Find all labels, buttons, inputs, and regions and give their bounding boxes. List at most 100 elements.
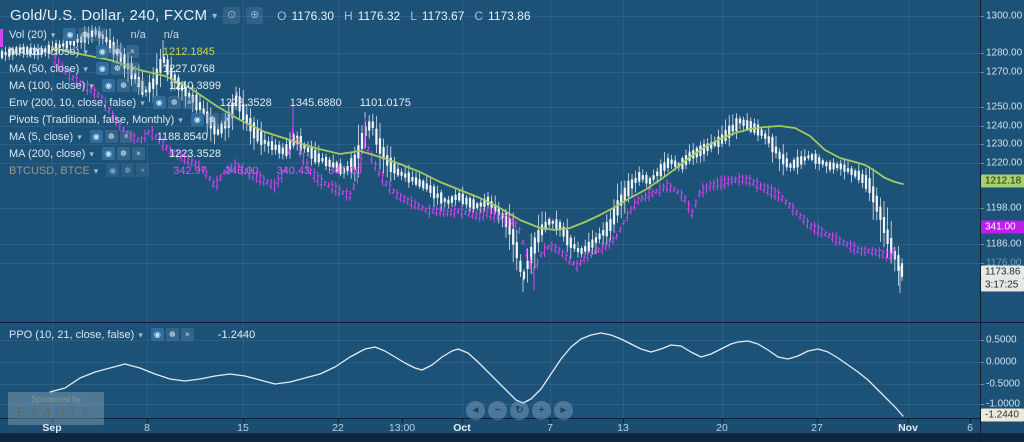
sponsor-logo[interactable]: Sponsored by EXANTE — [8, 392, 104, 425]
chevron-down-icon[interactable]: ▾ — [178, 114, 183, 125]
time-axis-label: 7 — [547, 422, 553, 434]
chevron-down-icon[interactable]: ▾ — [93, 165, 99, 176]
close-icon[interactable]: × — [119, 130, 133, 143]
eye-icon[interactable]: ◉ — [106, 164, 120, 177]
close-icon[interactable]: × — [131, 79, 145, 92]
eye-icon[interactable]: ◉ — [89, 130, 103, 143]
axis-tick-mark — [980, 244, 984, 245]
add-indicator-icon[interactable]: ⊕ — [246, 7, 264, 24]
legend-value: 1223.3528 — [168, 147, 221, 160]
sponsor-tagline: Sponsored by — [31, 395, 81, 404]
eye-icon[interactable]: ◉ — [95, 45, 109, 58]
time-axis-label: 13:00 — [388, 422, 416, 434]
close-icon[interactable]: × — [125, 45, 139, 58]
chevron-down-icon[interactable]: ▾ — [77, 131, 82, 142]
price-axis-badge: 1212.18 — [981, 174, 1024, 188]
legend-row: BTCUSD, BTCE ▾ ◉ ☸ × 342.97 343.00 340.43 341.00 — [9, 162, 411, 179]
legend-icon-group: ◉ ☸ × — [94, 45, 139, 58]
gear-icon[interactable]: ☸ — [104, 130, 118, 143]
eye-icon[interactable]: ◉ — [101, 79, 115, 92]
pane-divider[interactable] — [0, 322, 1024, 323]
scroll-left-button[interactable]: ◄ — [466, 401, 485, 420]
legend-icon-group: ◉ ☸ × — [189, 113, 234, 126]
scroll-right-button[interactable]: ► — [554, 401, 573, 420]
eye-icon[interactable]: ◉ — [152, 96, 166, 109]
legend-row-label[interactable]: BTCUSD, BTCE — [9, 164, 90, 177]
gear-icon[interactable]: ☸ — [78, 28, 92, 41]
time-axis-label: 8 — [144, 422, 150, 434]
gear-icon[interactable]: ☸ — [205, 113, 219, 126]
legend-row-label[interactable]: MA (20, close) — [9, 45, 80, 58]
ppo-value: -1.2440 — [217, 328, 256, 341]
price-axis-label: 1270.00 — [986, 66, 1023, 78]
chevron-down-icon[interactable]: ▾ — [83, 63, 88, 74]
close-icon[interactable]: × — [182, 96, 196, 109]
time-axis-label: Nov — [898, 422, 918, 434]
price-axis-label: 1176.00 — [986, 257, 1022, 269]
close-icon[interactable]: × — [93, 28, 107, 41]
legend-value: n/a — [130, 28, 146, 41]
axis-tick-mark — [980, 208, 984, 209]
eye-icon[interactable]: ◉ — [190, 113, 204, 126]
chart-nav-buttons: ◄ − ↻ + ► — [463, 401, 573, 420]
legend-row-label[interactable]: Env (200, 10, close, false) — [9, 96, 137, 109]
legend-row-label[interactable]: MA (50, close) — [9, 62, 80, 75]
reset-view-button[interactable]: ↻ — [510, 401, 529, 420]
chevron-down-icon[interactable]: ▾ — [138, 329, 143, 340]
price-axis-border — [980, 0, 981, 442]
gear-icon[interactable]: ☸ — [110, 62, 124, 75]
eye-icon[interactable]: ◉ — [95, 62, 109, 75]
legend-row-label[interactable]: Vol (20) — [9, 28, 47, 41]
close-icon[interactable]: × — [136, 164, 150, 177]
chevron-down-icon[interactable]: ▾ — [89, 148, 94, 159]
ppo-label[interactable]: PPO (10, 21, close, false) — [9, 328, 135, 341]
price-axis-label: 1250.00 — [986, 101, 1023, 113]
time-axis-tick — [462, 418, 463, 423]
eye-icon[interactable]: ◉ — [101, 147, 115, 160]
legend-row: MA (50, close) ▾ ◉ ☸ × 1227.0768 — [9, 60, 411, 77]
time-axis-tick — [623, 418, 624, 423]
close-label: C — [474, 8, 484, 23]
gear-icon[interactable]: ☸ — [116, 147, 130, 160]
gear-icon[interactable]: ☸ — [121, 164, 135, 177]
legend-row-label[interactable]: MA (200, close) — [9, 147, 86, 160]
price-axis-label: 1300.00 — [986, 10, 1023, 22]
zoom-out-button[interactable]: − — [488, 401, 507, 420]
symbol-title[interactable]: Gold/U.S. Dollar, 240, FXCM — [10, 7, 208, 24]
gear-icon[interactable]: ☸ — [116, 79, 130, 92]
gear-icon[interactable]: ☸ — [165, 328, 179, 341]
legend-row: Env (200, 10, close, false) ▾ ◉ ☸ × 1223.3528… — [9, 94, 411, 111]
close-icon[interactable]: × — [180, 328, 194, 341]
chevron-down-icon[interactable]: ▾ — [212, 11, 218, 22]
time-axis-label: 20 — [716, 422, 728, 434]
price-axis-label: 1198.00 — [986, 202, 1022, 214]
time-axis-tick — [52, 418, 53, 423]
chevron-down-icon[interactable]: ▾ — [140, 97, 145, 108]
legend-value: 1223.3528 — [219, 96, 272, 109]
legend-row-label[interactable]: MA (5, close) — [9, 130, 74, 143]
gear-icon[interactable]: ☸ — [110, 45, 124, 58]
close-icon[interactable]: × — [220, 113, 234, 126]
axis-tick-mark — [980, 404, 984, 405]
legend-icon-group: ◉ ☸ × — [104, 164, 150, 177]
zoom-in-button[interactable]: + — [532, 401, 551, 420]
legend-row-label[interactable]: Pivots (Traditional, false, Monthly) — [9, 113, 175, 126]
legend-row: MA (100, close) ▾ ◉ ☸ × 1210.3899 — [9, 77, 411, 94]
gear-icon[interactable]: ☸ — [167, 96, 181, 109]
chevron-down-icon[interactable]: ▾ — [89, 80, 94, 91]
chevron-down-icon[interactable]: ▾ — [83, 46, 88, 57]
axis-tick-mark — [980, 384, 984, 385]
eye-icon[interactable]: ◉ — [150, 328, 164, 341]
legend-value: 1227.0768 — [162, 62, 215, 75]
ppo-axis-label: 0.0000 — [986, 356, 1017, 368]
legend-row-label[interactable]: MA (100, close) — [9, 79, 86, 92]
chevron-down-icon[interactable]: ▾ — [50, 29, 56, 40]
close-icon[interactable]: × — [125, 62, 139, 75]
close-icon[interactable]: × — [131, 147, 145, 160]
eye-icon[interactable]: ◉ — [63, 28, 77, 41]
legend-value: 1210.3899 — [168, 79, 221, 92]
alert-icon[interactable]: ⊙ — [223, 7, 241, 24]
legend-value: 1345.6880 — [289, 96, 342, 109]
